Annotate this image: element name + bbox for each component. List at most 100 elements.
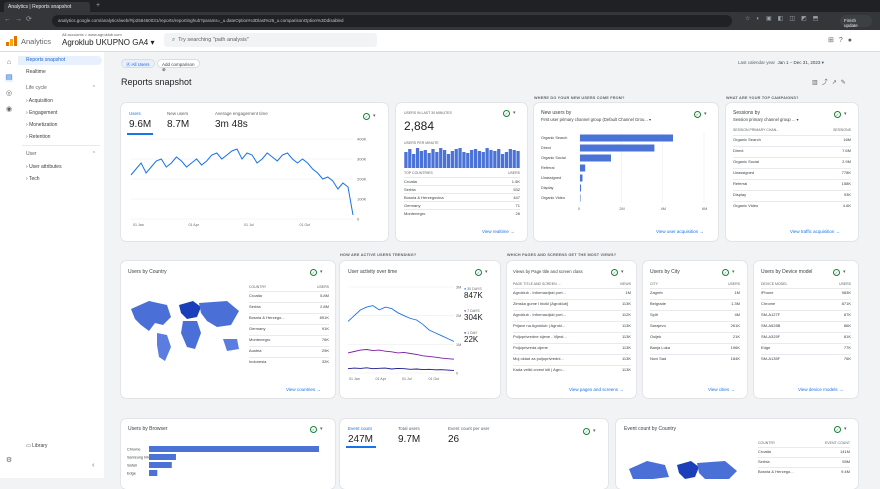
table-row[interactable]: Croatia 5.8M	[249, 291, 329, 299]
table-row[interactable]: Sarajevo 261K	[650, 321, 740, 329]
table-row[interactable]: Bosnia & Herzego... 9.4M	[758, 467, 850, 475]
table-row[interactable]: Moj oklad za poljoprivredni... 113K	[513, 354, 631, 362]
table-row[interactable]: Poljoprivredne cijene - Vijest... 113K	[513, 332, 631, 340]
table-row[interactable]: Germany 91K	[249, 324, 329, 332]
table-row[interactable]: SM-A325F 81K	[761, 332, 851, 340]
property-selector[interactable]: Agroklub UKUPNO GA4 ▾	[62, 38, 155, 47]
nav-reports-snapshot[interactable]: Reports snapshot	[18, 56, 102, 65]
card-menu-icon[interactable]: ▾	[513, 110, 516, 116]
card-menu-icon[interactable]: ▾	[320, 269, 323, 275]
table-row[interactable]: Agroklub - Informacijski port... 112K	[513, 310, 631, 318]
kpi-engagement-tab[interactable]: Average engagement time 3m 48s	[213, 107, 285, 135]
nav-section-user[interactable]: User ⌃	[18, 150, 102, 159]
view-cities-link[interactable]: View cities →	[708, 387, 735, 392]
nav-retention[interactable]: › Retention	[18, 133, 102, 142]
table-row[interactable]: Indonesia 32K	[249, 357, 329, 365]
table-row[interactable]: Bosnia & Herzego... 891K	[249, 313, 329, 321]
account-breadcrumb[interactable]: All accounts > www.agroklub.com	[62, 32, 122, 37]
address-bar[interactable]: analytics.google.com/analytics/web/#/p25…	[52, 15, 732, 27]
table-row[interactable]: Referral 158K	[733, 179, 851, 187]
nav-acquisition[interactable]: › Acquisition	[18, 97, 102, 106]
reports-icon[interactable]: ▤	[5, 74, 13, 82]
table-row[interactable]: SM-A135F 76K	[761, 354, 851, 362]
add-comparison-button[interactable]: Add comparison ⊕	[157, 59, 200, 72]
table-row[interactable]: Zimska gume i bicikl [Agroklub] 113K	[513, 299, 631, 307]
view-countries-link[interactable]: View countries →	[286, 387, 321, 392]
card-menu-icon[interactable]: ▾	[732, 269, 735, 275]
kpi-total-users-tab[interactable]: Total users 9.7M	[396, 422, 436, 448]
nav-realtime[interactable]: Realtime	[26, 69, 46, 75]
insights-icon[interactable]: ↗	[831, 80, 841, 86]
card-menu-icon[interactable]: ▾	[373, 113, 376, 119]
table-row[interactable]: Serbia 532	[404, 185, 520, 193]
table-row[interactable]: Montenegro 76K	[249, 335, 329, 343]
table-row[interactable]: Organic Search 16M	[733, 135, 851, 143]
table-row[interactable]: Display 93K	[733, 190, 851, 198]
table-row[interactable]: Poljoprivreda cijene 113K	[513, 343, 631, 351]
share-icon[interactable]: ⤴	[821, 80, 832, 86]
table-row[interactable]: Montenegro 26	[404, 209, 520, 217]
card-menu-icon[interactable]: ▾	[844, 111, 847, 117]
table-row[interactable]: Organic Social 2.9M	[733, 157, 851, 165]
table-row[interactable]: Serbia 2.8M	[249, 302, 329, 310]
profile-button[interactable]: Finish update	[840, 15, 872, 28]
avatar[interactable]: ●	[847, 37, 857, 44]
table-row[interactable]: Croatia 141M	[758, 447, 850, 455]
view-user-acquisition-link[interactable]: View user acquisition →	[656, 229, 704, 234]
new-tab-button[interactable]: +	[96, 2, 101, 9]
view-pages-link[interactable]: View pages and screens →	[569, 387, 624, 392]
extension-icons[interactable]: ☆◐▣◧◫◩⬒	[745, 16, 825, 22]
table-row[interactable]: SM-A528B 86K	[761, 321, 851, 329]
table-row[interactable]: Agroklub - Informacijski port... 1M	[513, 288, 631, 296]
table-row[interactable]: Osijek 21K	[650, 332, 740, 340]
nav-engagement[interactable]: › Engagement	[18, 109, 102, 118]
explore-icon[interactable]: ◎	[5, 90, 13, 97]
kpi-new-users-tab[interactable]: New users 8.7M	[165, 107, 205, 135]
header-icons[interactable]: ⊞?●	[828, 37, 857, 44]
table-row[interactable]: Serbia 55M	[758, 457, 850, 465]
edit-icon[interactable]: ✎	[840, 80, 850, 86]
table-row[interactable]: Belgrade 1.3M	[650, 299, 740, 307]
card-menu-icon[interactable]: ▾	[485, 269, 488, 275]
campaigns-dimension-selector[interactable]: Session primary channel group ... ▾	[733, 117, 799, 122]
table-row[interactable]: Unassigned 778K	[733, 168, 851, 176]
table-row[interactable]: Split 4M	[650, 310, 740, 318]
kpi-event-count-tab[interactable]: Event count 247M	[346, 422, 376, 448]
table-row[interactable]: Prijave na Agroklub | Agrokl... 113K	[513, 321, 631, 329]
table-row[interactable]: Novi Sad 184K	[650, 354, 740, 362]
table-row[interactable]: iPhone 983K	[761, 288, 851, 296]
browser-tab[interactable]: Analytics | Reports snapshot	[4, 2, 90, 12]
table-row[interactable]: Banja Luka 196K	[650, 343, 740, 351]
table-row[interactable]: Edge 77K	[761, 343, 851, 351]
customize-icon[interactable]: ▥	[812, 80, 822, 86]
nav-tech[interactable]: › Tech	[18, 175, 102, 184]
date-range-picker[interactable]: Last calendar year Jan 1 – Dec 31, 2023 …	[738, 60, 824, 66]
card-menu-icon[interactable]: ▾	[320, 426, 323, 432]
table-row[interactable]: Organic Video 4.6K	[733, 201, 851, 209]
collapse-nav-icon[interactable]: ‹	[92, 462, 95, 469]
table-row[interactable]: Germany 71	[404, 201, 520, 209]
card-menu-icon[interactable]: ▾	[704, 111, 707, 117]
view-device-models-link[interactable]: View device models →	[798, 387, 844, 392]
kpi-users-tab[interactable]: Users 9.6M	[127, 107, 153, 135]
nav-user-attributes[interactable]: › User attributes	[18, 163, 102, 172]
search-input[interactable]: ⌕ Try searching "path analysis"	[164, 33, 377, 47]
table-row[interactable]: Zagreb 1M	[650, 288, 740, 296]
card-menu-icon[interactable]: ▾	[844, 426, 847, 432]
table-row[interactable]: Bosnia & Herzegovina 447	[404, 193, 520, 201]
all-users-chip[interactable]: Ⓐ All Users	[121, 59, 155, 68]
view-realtime-link[interactable]: View realtime →	[482, 229, 515, 234]
nav-monetization[interactable]: › Monetization	[18, 121, 102, 130]
browser-nav-icons[interactable]: ←→⟳	[4, 16, 36, 23]
table-row[interactable]: Chrome 871K	[761, 299, 851, 307]
page-actions[interactable]: ▥⤴↗✎	[812, 77, 850, 86]
settings-icon[interactable]: ⚙	[5, 457, 13, 464]
kpi-events-per-user-tab[interactable]: Event count per user 26	[446, 422, 512, 448]
table-row[interactable]: SM-A127F 87K	[761, 310, 851, 318]
table-row[interactable]: Croatia 1.5K	[404, 177, 520, 185]
advertising-icon[interactable]: ◉	[5, 106, 13, 113]
card-menu-icon[interactable]: ▾	[593, 428, 596, 434]
table-row[interactable]: Kada veliki crveni kiti | Agro... 113K	[513, 365, 631, 373]
table-row[interactable]: Direct 7.6M	[733, 146, 851, 154]
table-row[interactable]: Austria 29K	[249, 346, 329, 354]
